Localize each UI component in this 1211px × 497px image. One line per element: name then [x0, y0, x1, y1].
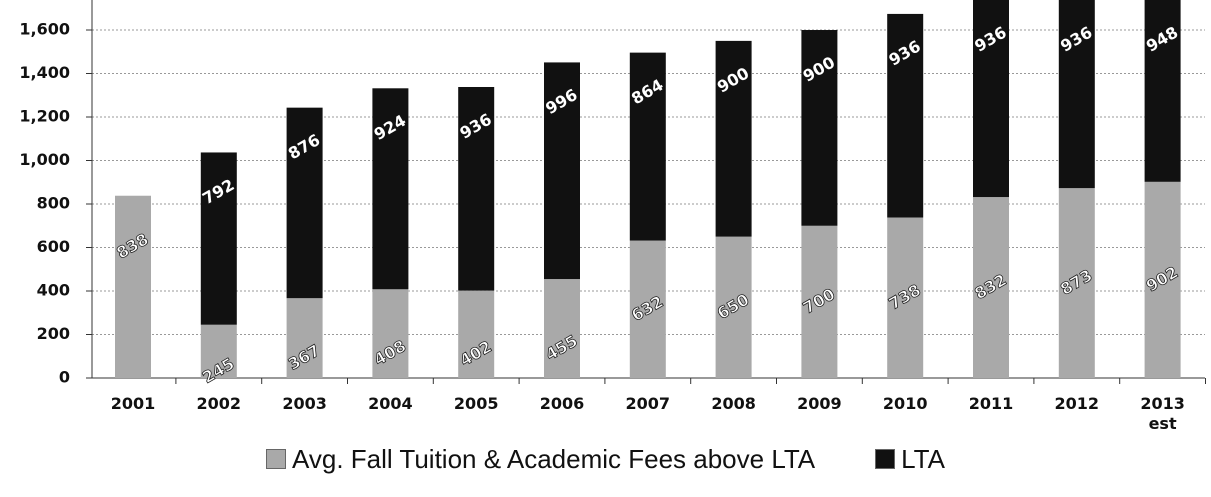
x-tick-label: 2010 [882, 394, 928, 413]
x-tick-label: 2013 est [1140, 394, 1185, 433]
bar-segment [458, 290, 495, 378]
y-tick-label: 1,000 [19, 150, 70, 169]
y-tick-label: 1,600 [19, 20, 70, 39]
bar-segment [115, 195, 151, 378]
x-tick-label: 2006 [539, 394, 585, 413]
legend-label: LTA [901, 444, 945, 474]
bar-segment [801, 225, 838, 378]
legend-item: LTA [875, 444, 945, 475]
x-tick-label: 2003 [282, 394, 327, 413]
bar-segment [200, 152, 237, 325]
y-tick-label: 800 [37, 194, 70, 213]
bar-segment [458, 86, 495, 291]
y-tick-label: 0 [59, 368, 70, 387]
x-tick-label: 2002 [196, 394, 242, 413]
y-tick-label: 400 [37, 281, 70, 300]
y-tick-label: 200 [37, 324, 70, 343]
bar-segment [372, 289, 409, 378]
x-tick-label: 2008 [711, 394, 756, 413]
bar-segment [1058, 0, 1095, 189]
y-tick-label: 1,400 [19, 63, 70, 82]
bar-segment [1144, 0, 1181, 182]
legend-swatch [266, 449, 286, 469]
bar-segment [629, 240, 666, 378]
bar-segment [372, 88, 409, 290]
bar-segment [1144, 181, 1181, 378]
x-tick-label: 2007 [625, 394, 671, 413]
y-tick-label: 1,200 [19, 107, 70, 126]
bar-segment [887, 217, 924, 378]
bar-segment [1058, 188, 1095, 378]
x-tick-label: 2012 [1054, 394, 1100, 413]
x-tick-label: 2004 [368, 394, 413, 413]
bar-segment [286, 107, 323, 299]
bar-segment [973, 0, 1009, 198]
bar-segment [286, 298, 323, 378]
bar-segment [801, 30, 838, 226]
bar-segment [544, 62, 580, 280]
legend: Avg. Fall Tuition & Academic Fees above … [0, 444, 1211, 475]
bar-segment [973, 197, 1009, 378]
legend-item: Avg. Fall Tuition & Academic Fees above … [266, 444, 815, 475]
x-tick-label: 2005 [453, 394, 499, 413]
bar-segment [715, 236, 752, 378]
bar-segment [200, 324, 237, 378]
y-tick-label: 600 [37, 237, 70, 256]
legend-label: Avg. Fall Tuition & Academic Fees above … [292, 444, 816, 474]
bar-segment [715, 40, 752, 237]
bar-segment [629, 52, 666, 241]
legend-swatch [875, 449, 896, 469]
x-tick-label: 2011 [968, 394, 1014, 413]
bar-segment [887, 13, 924, 218]
x-tick-label: 2001 [110, 394, 156, 413]
bar-segment [544, 279, 580, 378]
x-tick-label: 2009 [797, 394, 842, 413]
